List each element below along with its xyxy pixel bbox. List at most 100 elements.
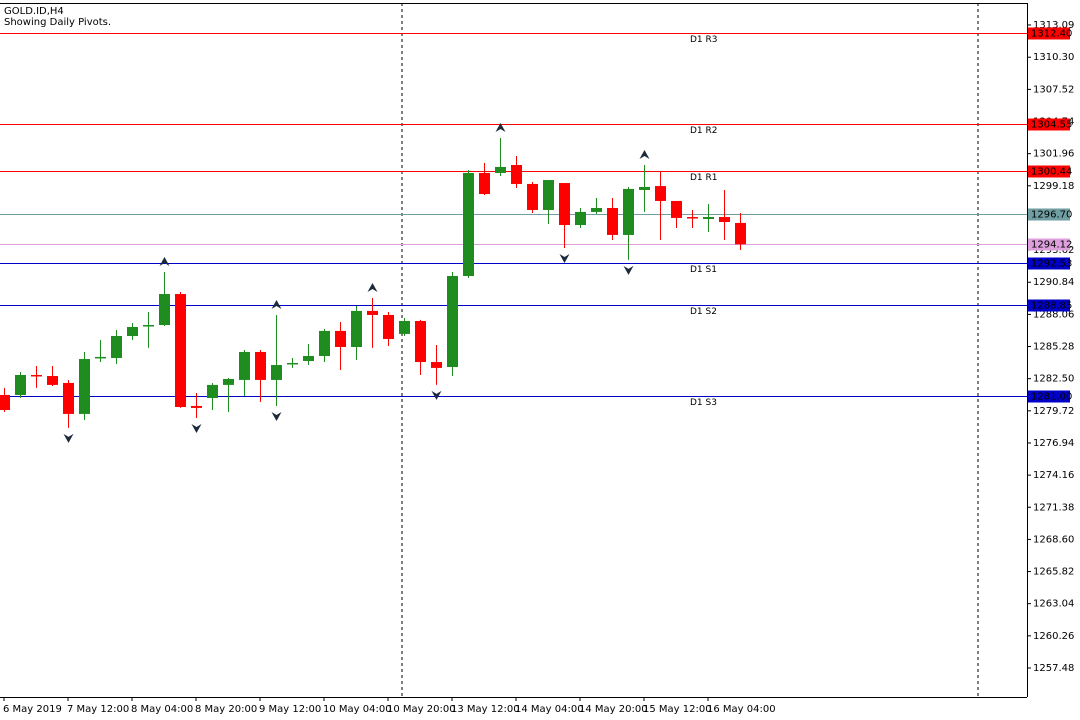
level-price-box: [1028, 257, 1070, 270]
y-tick-label: 1268.60: [1033, 534, 1074, 545]
candle-body: [159, 294, 170, 326]
fractal-down: [623, 265, 634, 275]
candle-body: [463, 172, 474, 276]
fractal-up: [367, 282, 378, 292]
candle-body: [0, 394, 10, 411]
candle-body: [47, 376, 58, 385]
level-price-label: 1296.70: [1031, 210, 1072, 221]
x-tick-label: 13 May 12:00: [451, 704, 520, 715]
x-tick-label: 15 May 12:00: [643, 704, 712, 715]
fractal-up: [495, 122, 506, 132]
level-name: D1 S1: [690, 265, 717, 275]
candle-body: [303, 356, 314, 361]
level-price-box: [1028, 390, 1070, 403]
candle-body: [287, 362, 298, 365]
x-tick-label: 7 May 12:00: [67, 704, 129, 715]
level-price-label: 1292.53: [1031, 259, 1072, 270]
candle-body: [687, 217, 698, 219]
y-tick-label: 1276.94: [1033, 438, 1074, 449]
candle-body: [431, 362, 442, 368]
level-price-label: 1312.40: [1031, 29, 1072, 40]
candle-body: [367, 310, 378, 315]
candle-body: [15, 374, 26, 395]
level-price-box: [1028, 118, 1070, 131]
candle-body: [607, 208, 618, 235]
y-tick-label: 1310.30: [1033, 52, 1074, 63]
candle-body: [575, 211, 586, 226]
level-price-box: [1028, 27, 1070, 40]
x-tick-label: 6 May 2019: [3, 704, 62, 715]
candle-body: [111, 336, 122, 358]
level-price-box: [1028, 299, 1070, 312]
candle-body: [703, 217, 714, 219]
candle-body: [319, 330, 330, 357]
y-tick-label: 1288.06: [1033, 309, 1074, 320]
fractal-down: [431, 390, 442, 400]
x-tick-label: 8 May 20:00: [195, 704, 257, 715]
candle-body: [335, 330, 346, 347]
x-tick-label: 16 May 04:00: [707, 704, 776, 715]
chart-title: GOLD.ID,H4: [4, 6, 64, 17]
fractal-up: [271, 299, 282, 309]
fractal-up: [159, 256, 170, 266]
y-tick-label: 1293.62: [1033, 245, 1074, 256]
level-price-label: 1304.55: [1031, 120, 1072, 131]
y-tick-label: 1279.72: [1033, 406, 1074, 417]
candle-body: [399, 320, 410, 334]
candle-body: [719, 217, 730, 222]
level-price-label: 1288.85: [1031, 301, 1072, 312]
candle-body: [447, 275, 458, 367]
candle-body: [415, 320, 426, 363]
candle-body: [591, 208, 602, 212]
level-price-label: 1300.44: [1031, 167, 1072, 178]
candle-body: [223, 379, 234, 385]
candle-body: [559, 183, 570, 226]
level-price-label: 1294.12: [1031, 240, 1072, 251]
y-tick-label: 1271.38: [1033, 502, 1074, 513]
y-tick-label: 1282.50: [1033, 374, 1074, 385]
y-tick-label: 1301.96: [1033, 149, 1074, 160]
candle-body: [671, 200, 682, 218]
level-name: D1 S3: [690, 398, 717, 408]
fractal-up: [639, 149, 650, 159]
candle-body: [543, 180, 554, 210]
candle-body: [623, 188, 634, 235]
y-tick-label: 1307.52: [1033, 84, 1074, 95]
x-tick-label: 8 May 04:00: [131, 704, 193, 715]
level-name: D1 R3: [690, 35, 718, 45]
level-name: D1 R2: [690, 126, 718, 136]
candle-body: [639, 186, 650, 190]
candle-body: [31, 374, 42, 377]
candle-body: [511, 164, 522, 184]
y-tick-label: 1274.16: [1033, 470, 1074, 481]
x-tick-label: 14 May 20:00: [579, 704, 648, 715]
y-tick-label: 1290.84: [1033, 277, 1074, 288]
chart-subtitle: Showing Daily Pivots.: [4, 17, 111, 28]
candle-body: [495, 166, 506, 173]
y-tick-label: 1263.04: [1033, 599, 1074, 610]
candle-body: [175, 294, 186, 408]
y-tick-label: 1299.18: [1033, 181, 1074, 192]
candle-body: [479, 172, 490, 195]
candle-body: [351, 310, 362, 347]
candle-body: [239, 351, 250, 380]
level-price-label: 1281.00: [1031, 392, 1072, 403]
candle-body: [79, 359, 90, 414]
y-tick-label: 1260.26: [1033, 631, 1074, 642]
x-tick-label: 10 May 04:00: [323, 704, 392, 715]
candle-body: [735, 222, 746, 245]
y-tick-label: 1265.82: [1033, 567, 1074, 578]
x-tick-label: 10 May 20:00: [387, 704, 456, 715]
fractal-down: [559, 254, 570, 264]
y-tick-label: 1285.28: [1033, 342, 1074, 353]
y-tick-label: 1313.09: [1033, 20, 1074, 31]
candle-body: [63, 382, 74, 414]
candle-body: [271, 365, 282, 380]
level-price-box: [1028, 208, 1070, 221]
candle-body: [95, 356, 106, 359]
level-name: D1 S2: [690, 307, 717, 317]
level-name: D1 R1: [690, 173, 718, 183]
candle-body: [207, 384, 218, 398]
